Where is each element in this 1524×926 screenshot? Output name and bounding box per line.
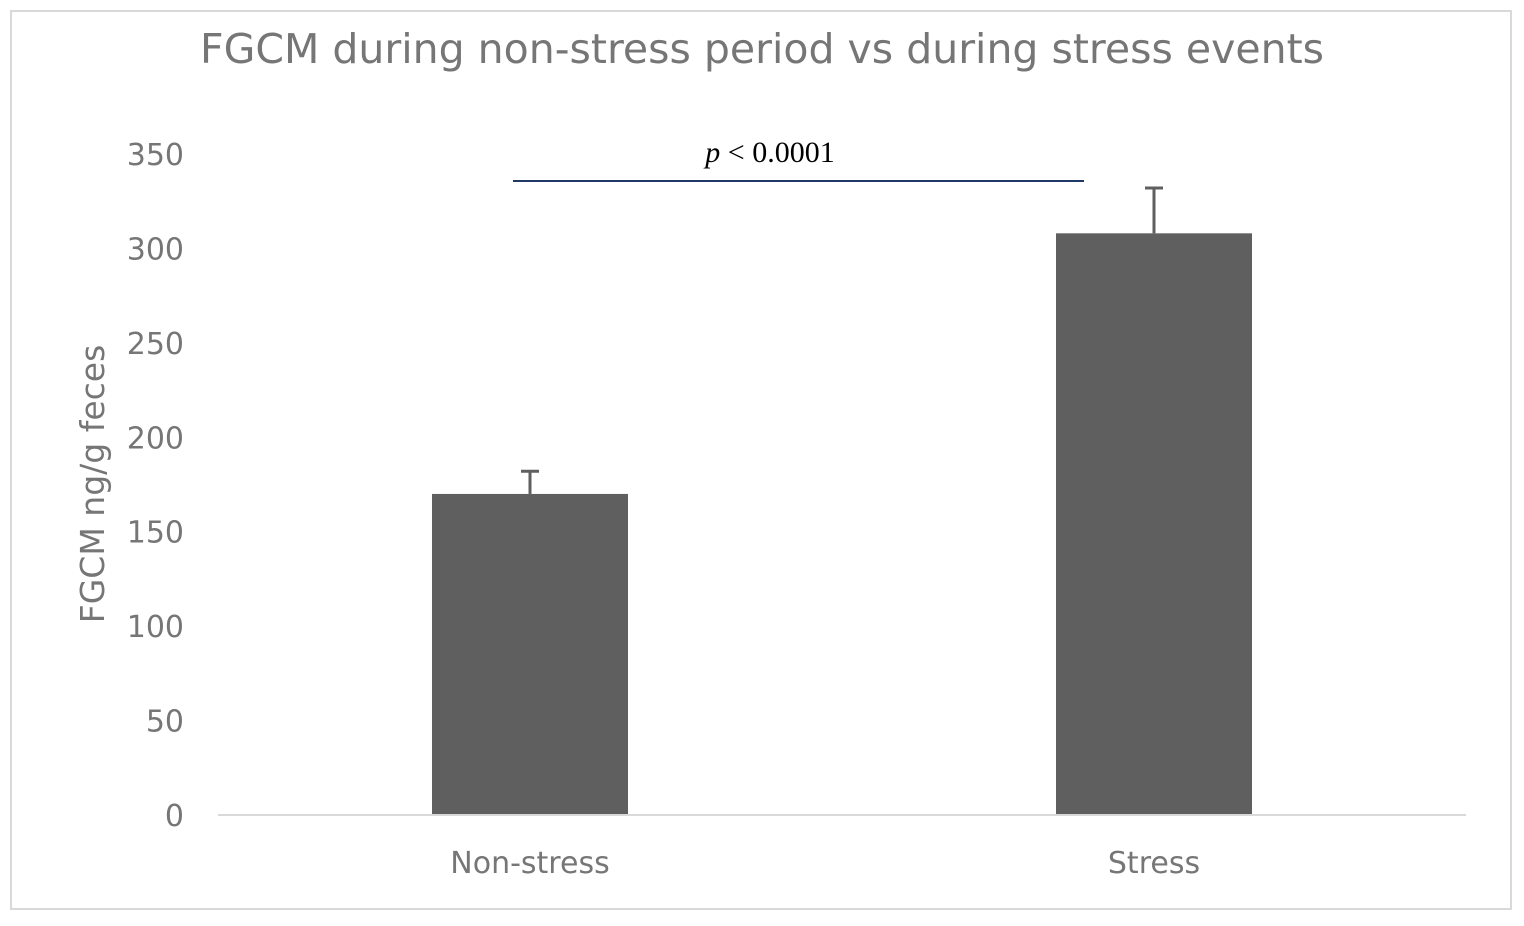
y-tick-label: 300 xyxy=(127,232,184,267)
x-category-label: Stress xyxy=(1108,846,1200,881)
y-tick-label: 100 xyxy=(127,610,184,645)
y-tick-label: 150 xyxy=(127,516,184,551)
p-value-text: < 0.0001 xyxy=(720,136,834,169)
x-category-label: Non-stress xyxy=(450,846,609,881)
y-tick-label: 0 xyxy=(165,799,184,834)
error-bars xyxy=(521,186,1163,494)
p-italic: p xyxy=(703,136,720,169)
p-value-annotation: p < 0.0001 xyxy=(703,136,834,169)
y-tick-label: 50 xyxy=(146,705,184,740)
y-axis-label: FGCM ng/g feces xyxy=(73,345,112,624)
y-tick-label: 250 xyxy=(127,327,184,362)
bar xyxy=(432,493,628,815)
bar-series xyxy=(432,233,1252,815)
chart-title: FGCM during non-stress period vs during … xyxy=(200,25,1324,73)
bar xyxy=(1056,233,1252,815)
chart-frame xyxy=(10,10,1512,910)
x-axis-categories: Non-stress Stress xyxy=(450,846,1200,881)
y-axis-ticks: 0 50 100 150 200 250 300 350 xyxy=(127,138,184,834)
y-tick-label: 200 xyxy=(127,421,184,456)
y-tick-label: 350 xyxy=(127,138,184,173)
